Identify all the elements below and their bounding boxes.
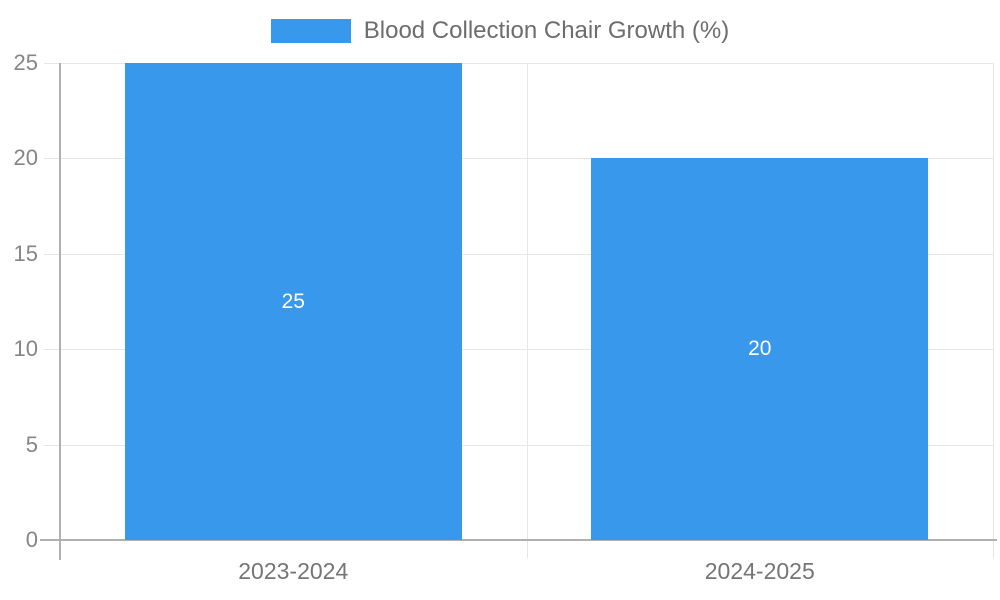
legend-label: Blood Collection Chair Growth (%) xyxy=(363,17,730,44)
y-axis-line xyxy=(59,63,61,560)
x-axis-category-label: 2024-2025 xyxy=(704,558,815,584)
category-boundary-line xyxy=(993,63,994,558)
category-boundary-line xyxy=(526,63,528,558)
y-axis-tick-label: 20 xyxy=(13,145,38,171)
x-axis-category-label: 2023-2024 xyxy=(238,558,349,584)
bar-value-label: 25 xyxy=(281,289,305,313)
bar-value-label: 20 xyxy=(748,337,772,361)
y-tick-mark xyxy=(44,63,60,64)
legend[interactable]: Blood Collection Chair Growth (%) xyxy=(0,17,1000,45)
y-tick-mark xyxy=(44,349,60,351)
y-axis-tick-label: 10 xyxy=(13,336,38,362)
y-axis-tick-label: 5 xyxy=(25,431,38,457)
y-tick-mark xyxy=(44,158,60,160)
legend-swatch xyxy=(270,19,351,43)
y-axis-tick-label: 0 xyxy=(25,527,38,552)
y-axis-tick-label: 15 xyxy=(13,240,38,266)
y-axis-tick-label: 25 xyxy=(13,50,38,75)
x-axis-line xyxy=(40,539,997,541)
bar-2023-2024[interactable]: 25 xyxy=(124,63,462,540)
y-tick-mark xyxy=(44,444,60,446)
y-tick-mark xyxy=(44,253,60,255)
bar-2024-2025[interactable]: 20 xyxy=(591,158,929,540)
